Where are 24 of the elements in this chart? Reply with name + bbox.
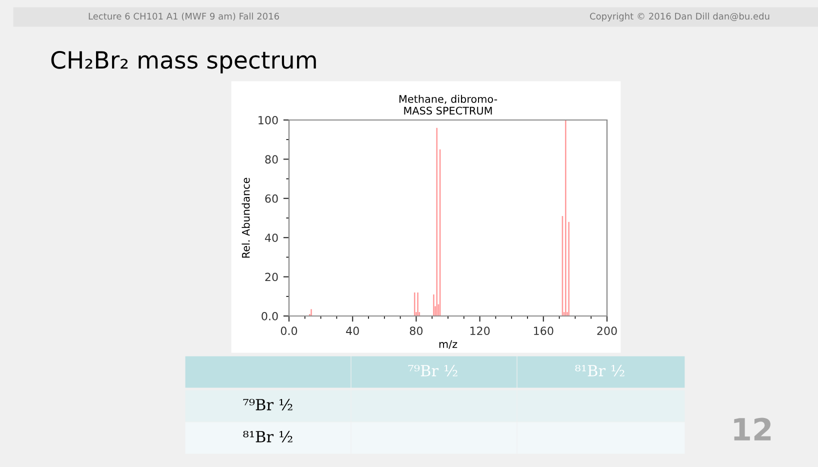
text: ⁷⁹Br ½ <box>408 364 458 376</box>
x-tick-label: 160 <box>534 326 554 336</box>
text: 12 <box>734 418 771 440</box>
x-tick-label: 120 <box>470 326 490 336</box>
y-tick-label: 100 <box>258 116 278 124</box>
y-tick-label: 0.0 <box>262 312 278 320</box>
y-tick-label: 60 <box>265 194 278 203</box>
text: ⁷⁹Br ½ <box>243 398 292 410</box>
x-tick-label: 40 <box>346 326 359 336</box>
text: Copyright © 2016 Dan Dill dan@bu.edu <box>590 12 770 22</box>
y-tick-label: 20 <box>265 272 278 282</box>
y-tick-label: 80 <box>265 155 278 164</box>
text: ⁸¹Br ½ <box>575 364 624 376</box>
text: ⁸¹Br ½ <box>243 430 292 442</box>
chart-subtitle: MASS SPECTRUM <box>404 106 492 115</box>
y-axis-title: Rel. Abundance <box>242 178 250 258</box>
y-tick-label: 40 <box>264 234 278 242</box>
x-tick-label: 200 <box>597 326 617 336</box>
chart-title: Methane, dibromo- <box>399 94 498 104</box>
x-axis-title: m/z <box>439 340 458 349</box>
text: CH₂Br₂ mass spectrum <box>51 50 316 74</box>
x-tick-label: 80 <box>410 326 423 336</box>
x-tick-label: 0.0 <box>280 326 298 336</box>
text: Lecture 6 CH101 A1 (MWF 9 am) Fall 2016 <box>88 12 280 21</box>
